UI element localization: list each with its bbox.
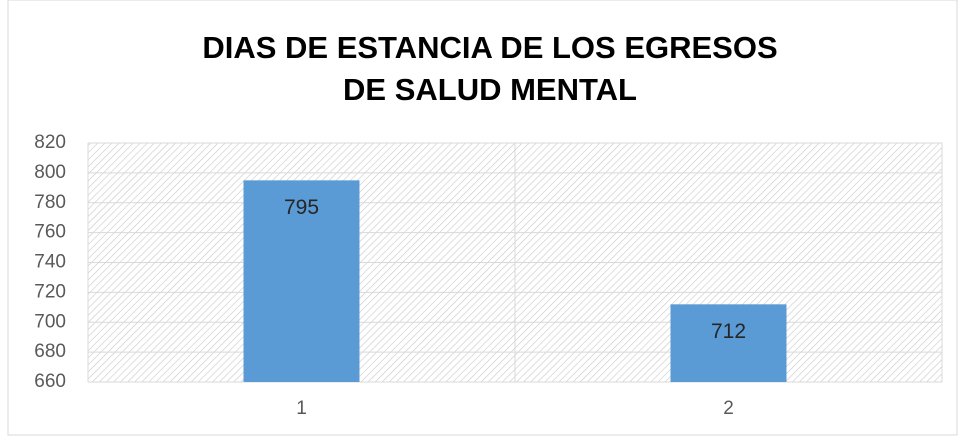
- y-tick-label: 680: [34, 341, 66, 362]
- y-tick-label: 780: [34, 192, 66, 213]
- y-tick-label: 820: [34, 132, 66, 153]
- x-tick-label: 2: [723, 398, 734, 419]
- bar: [670, 304, 787, 382]
- y-tick-label: 700: [34, 311, 66, 332]
- y-tick-label: 760: [34, 222, 66, 243]
- data-label: 712: [711, 320, 746, 343]
- x-tick-label: 1: [296, 398, 307, 419]
- y-tick-label: 720: [34, 281, 66, 302]
- data-label: 795: [284, 196, 319, 219]
- chart-title: DIAS DE ESTANCIA DE LOS EGRESOS: [202, 30, 777, 65]
- y-tick-label: 660: [34, 371, 66, 392]
- chart-title: DE SALUD MENTAL: [343, 72, 637, 107]
- bar: [243, 180, 360, 382]
- y-tick-label: 740: [34, 252, 66, 273]
- y-tick-label: 800: [34, 162, 66, 183]
